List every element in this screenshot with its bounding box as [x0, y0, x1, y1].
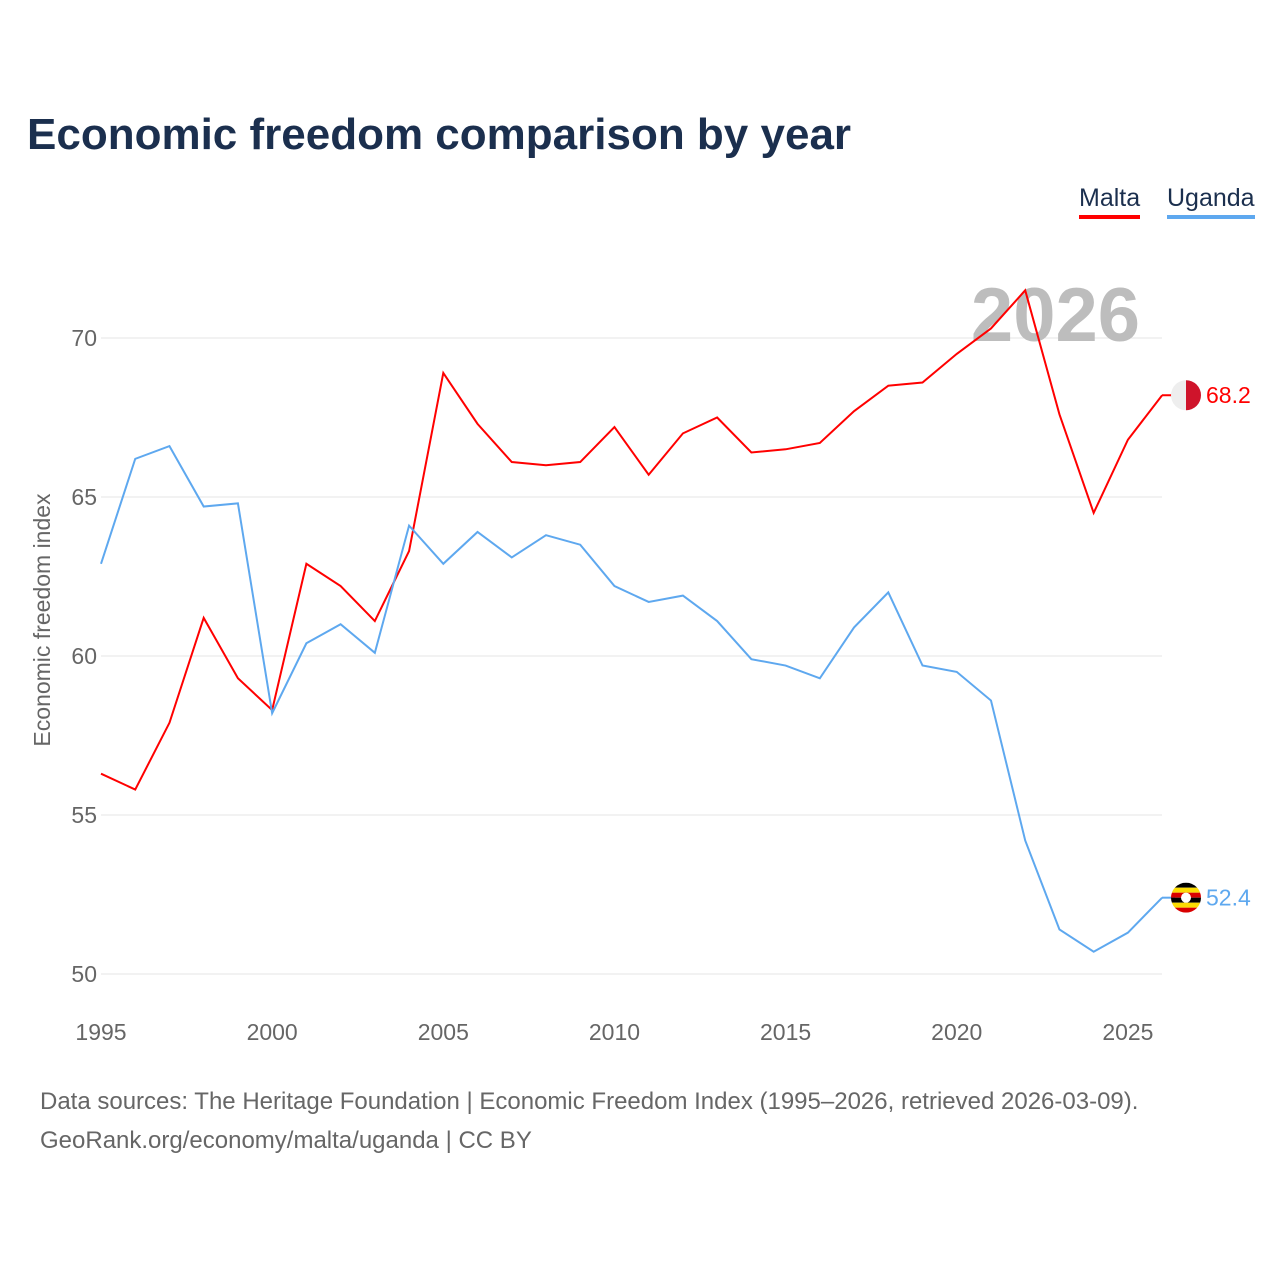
footer-sources: Data sources: The Heritage Foundation | … — [40, 1088, 1139, 1115]
x-tick-label: 2010 — [589, 1019, 640, 1045]
x-tick-label: 2015 — [760, 1019, 811, 1045]
end-value-label-malta: 68.2 — [1206, 382, 1251, 408]
legend-malta[interactable]: Malta — [1079, 184, 1141, 219]
x-tick-label: 2025 — [1102, 1019, 1153, 1045]
y-tick-label: 50 — [71, 961, 97, 987]
y-tick-label: 65 — [71, 484, 97, 510]
x-tick-label: 2020 — [931, 1019, 982, 1045]
end-value-label-uganda: 52.4 — [1206, 885, 1251, 911]
footer-credit[interactable]: GeoRank.org/economy/malta/uganda | CC BY — [40, 1127, 532, 1154]
x-tick-label: 1995 — [75, 1019, 126, 1045]
malta-flag-red-half — [1186, 380, 1202, 411]
uganda-flag-icon — [1171, 882, 1201, 913]
chart-title: Economic freedom comparison by year — [27, 110, 852, 159]
legend-uganda[interactable]: Uganda — [1167, 184, 1255, 219]
year-watermark: 2026 — [971, 273, 1140, 358]
x-tick-label: 2005 — [418, 1019, 469, 1045]
x-tick-label: 2000 — [247, 1019, 298, 1045]
series-line-malta — [100, 288, 1163, 791]
y-tick-label: 55 — [71, 802, 97, 828]
series-line-uganda — [100, 444, 1163, 953]
y-axis-label: Economic freedom index — [29, 493, 55, 747]
y-tick-label: 60 — [71, 643, 97, 669]
y-tick-label: 70 — [71, 325, 97, 351]
